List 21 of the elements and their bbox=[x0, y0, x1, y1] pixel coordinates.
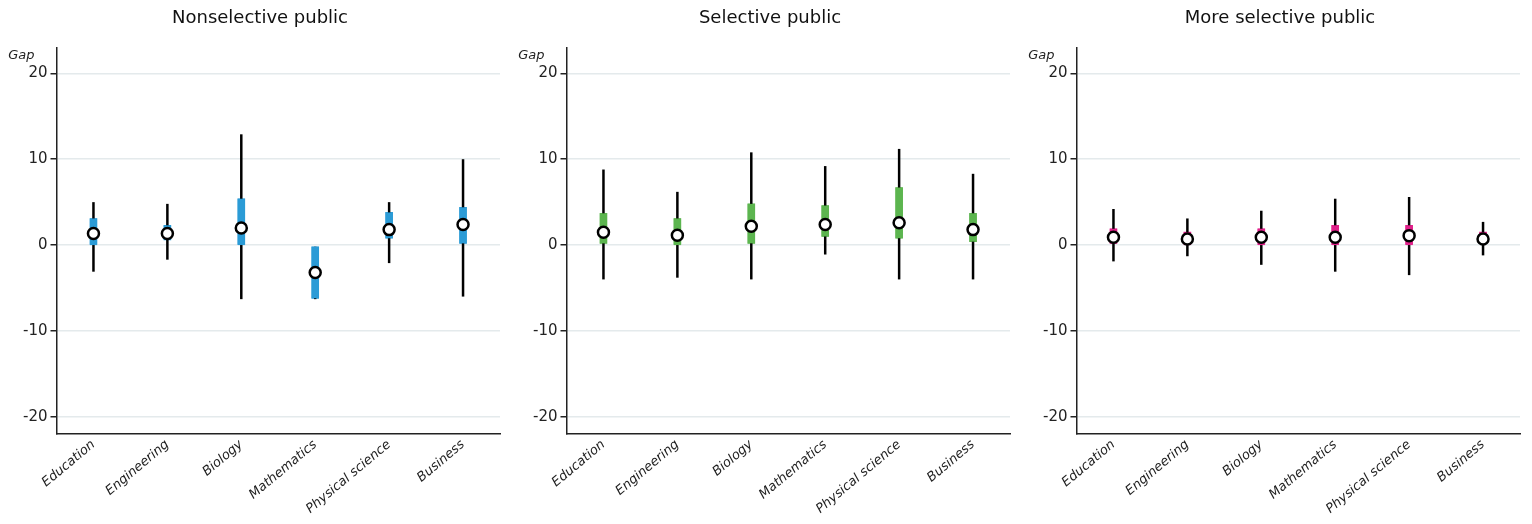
y-tick-label: 0 bbox=[547, 234, 558, 253]
y-tick-label: -20 bbox=[23, 406, 48, 425]
y-tick-label: 10 bbox=[28, 149, 48, 168]
chart-title: More selective public bbox=[1184, 6, 1376, 28]
y-tick-label: 0 bbox=[1057, 234, 1068, 253]
y-tick-label: -10 bbox=[23, 320, 48, 339]
y-tick-label: 10 bbox=[538, 149, 558, 168]
chart-title: Nonselective public bbox=[172, 6, 348, 28]
y-axis-title: Gap bbox=[518, 47, 545, 63]
y-tick-label: -10 bbox=[533, 320, 558, 339]
y-tick-label: 0 bbox=[37, 234, 48, 253]
y-tick-label: -10 bbox=[1043, 320, 1068, 339]
y-axis-title: Gap bbox=[1028, 47, 1055, 63]
y-tick-label: -20 bbox=[1043, 406, 1068, 425]
y-tick-label: 20 bbox=[538, 63, 558, 82]
y-tick-label: 10 bbox=[1048, 149, 1068, 168]
y-tick-label: 20 bbox=[1048, 63, 1068, 82]
y-tick-label: 20 bbox=[28, 63, 48, 82]
chart-title: Selective public bbox=[698, 6, 842, 28]
y-tick-label: -20 bbox=[533, 406, 558, 425]
y-axis-title: Gap bbox=[8, 47, 35, 63]
